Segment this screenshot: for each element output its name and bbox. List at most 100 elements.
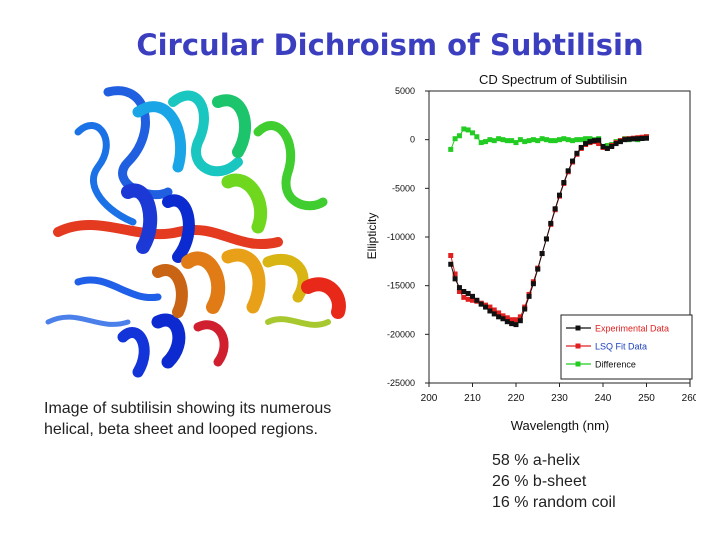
data-point-experimental-data [561, 179, 567, 185]
data-point-difference [578, 137, 584, 143]
coil-percentage: 16 % random coil [492, 494, 616, 511]
data-point-difference [517, 137, 523, 143]
data-point-difference [530, 137, 536, 143]
data-point-lsq-fit-data [496, 310, 502, 316]
legend-swatch-marker [575, 325, 581, 331]
data-point-experimental-data [504, 319, 510, 325]
x-axis-label: Wavelength (nm) [511, 418, 610, 433]
data-point-experimental-data [639, 135, 645, 141]
data-point-experimental-data [456, 285, 462, 291]
data-point-difference [474, 134, 480, 140]
legend-box [560, 314, 693, 380]
x-tick-label: 210 [464, 393, 481, 404]
data-point-experimental-data [539, 251, 545, 257]
data-point-experimental-data [470, 293, 475, 299]
data-point-difference [604, 143, 610, 149]
data-point-experimental-data [587, 139, 593, 145]
data-point-experimental-data [509, 321, 515, 327]
y-tick-label: 0 [410, 135, 415, 145]
data-point-experimental-data [578, 144, 584, 150]
data-point-difference [478, 140, 484, 146]
helix-percentage: 58 % a-helix [492, 452, 581, 469]
data-point-lsq-fit-data [452, 271, 458, 277]
data-point-difference [496, 136, 502, 142]
data-point-experimental-data [635, 136, 641, 142]
data-point-difference [448, 146, 454, 152]
data-point-difference [548, 138, 554, 144]
data-point-difference [483, 139, 489, 145]
data-point-lsq-fit-data [504, 315, 510, 321]
data-point-lsq-fit-data [470, 297, 475, 303]
data-point-lsq-fit-data [509, 317, 515, 323]
data-point-experimental-data [474, 297, 480, 303]
data-point-lsq-fit-data [517, 314, 523, 320]
data-point-difference [526, 138, 532, 144]
legend-swatch-marker [575, 361, 581, 367]
data-point-experimental-data [557, 192, 562, 198]
data-point-experimental-data [526, 293, 532, 299]
data-point-experimental-data [452, 276, 458, 282]
data-point-difference [470, 130, 475, 136]
data-point-experimental-data [535, 266, 541, 272]
chart-title: CD Spectrum of Subtilisin [479, 72, 627, 87]
data-point-difference [552, 138, 558, 144]
sheet-percentage: 26 % b-sheet [492, 473, 587, 490]
data-point-experimental-data [448, 261, 454, 267]
slide-title: Circular Dichroism of Subtilisin [136, 28, 644, 62]
y-tick-label: -20000 [387, 329, 415, 339]
x-tick-label: 220 [508, 393, 525, 404]
legend-swatch-marker [575, 343, 581, 349]
data-point-experimental-data [491, 311, 497, 317]
data-point-experimental-data [617, 139, 623, 145]
x-tick-label: 230 [551, 393, 568, 404]
data-point-difference [504, 138, 510, 144]
data-point-experimental-data [574, 150, 580, 156]
data-point-difference [465, 127, 471, 133]
x-tick-label: 240 [595, 393, 612, 404]
data-point-difference [587, 136, 593, 142]
data-point-experimental-data [461, 289, 467, 295]
data-point-experimental-data [496, 314, 502, 320]
x-tick-label: 250 [638, 393, 655, 404]
cd-spectrum-chart: CD Spectrum of Subtilisin Ellipticity Wa… [356, 70, 696, 440]
legend-label: LSQ Fit Data [595, 342, 647, 352]
y-tick-label: 5000 [395, 86, 415, 96]
data-point-experimental-data [570, 158, 576, 164]
data-point-difference [487, 137, 493, 143]
data-point-lsq-fit-data [465, 296, 471, 302]
data-point-experimental-data [552, 206, 558, 212]
data-point-experimental-data [543, 236, 549, 242]
y-tick-label: -5000 [392, 183, 415, 193]
data-point-experimental-data [644, 135, 649, 141]
legend-label: Experimental Data [595, 324, 669, 334]
data-point-experimental-data [583, 141, 589, 147]
data-point-difference [509, 138, 515, 144]
data-point-experimental-data [522, 306, 528, 312]
data-point-difference [539, 136, 545, 142]
legend-label: Difference [595, 360, 636, 370]
data-point-lsq-fit-data [500, 313, 506, 319]
data-point-experimental-data [591, 138, 597, 144]
data-point-difference [565, 137, 571, 143]
data-point-experimental-data [613, 141, 619, 147]
data-point-experimental-data [483, 304, 489, 310]
y-tick-label: -10000 [387, 232, 415, 242]
y-axis-label: Ellipticity [365, 213, 379, 260]
data-point-lsq-fit-data [456, 289, 462, 295]
data-point-experimental-data [478, 301, 484, 307]
secondary-structure-summary: 58 % a-helix 26 % b-sheet 16 % random co… [492, 450, 616, 513]
data-point-difference [522, 139, 528, 145]
data-point-experimental-data [604, 145, 610, 151]
data-point-difference [561, 136, 567, 142]
data-point-difference [574, 137, 580, 143]
y-tick-label: -25000 [387, 378, 415, 388]
data-point-difference [500, 137, 506, 143]
data-point-experimental-data [500, 316, 506, 322]
data-point-lsq-fit-data [513, 317, 519, 323]
data-point-lsq-fit-data [596, 141, 602, 147]
data-point-experimental-data [517, 318, 523, 324]
data-point-experimental-data [548, 220, 554, 226]
data-point-experimental-data [513, 322, 519, 328]
data-point-lsq-fit-data [487, 304, 493, 310]
x-tick-label: 200 [421, 393, 438, 404]
